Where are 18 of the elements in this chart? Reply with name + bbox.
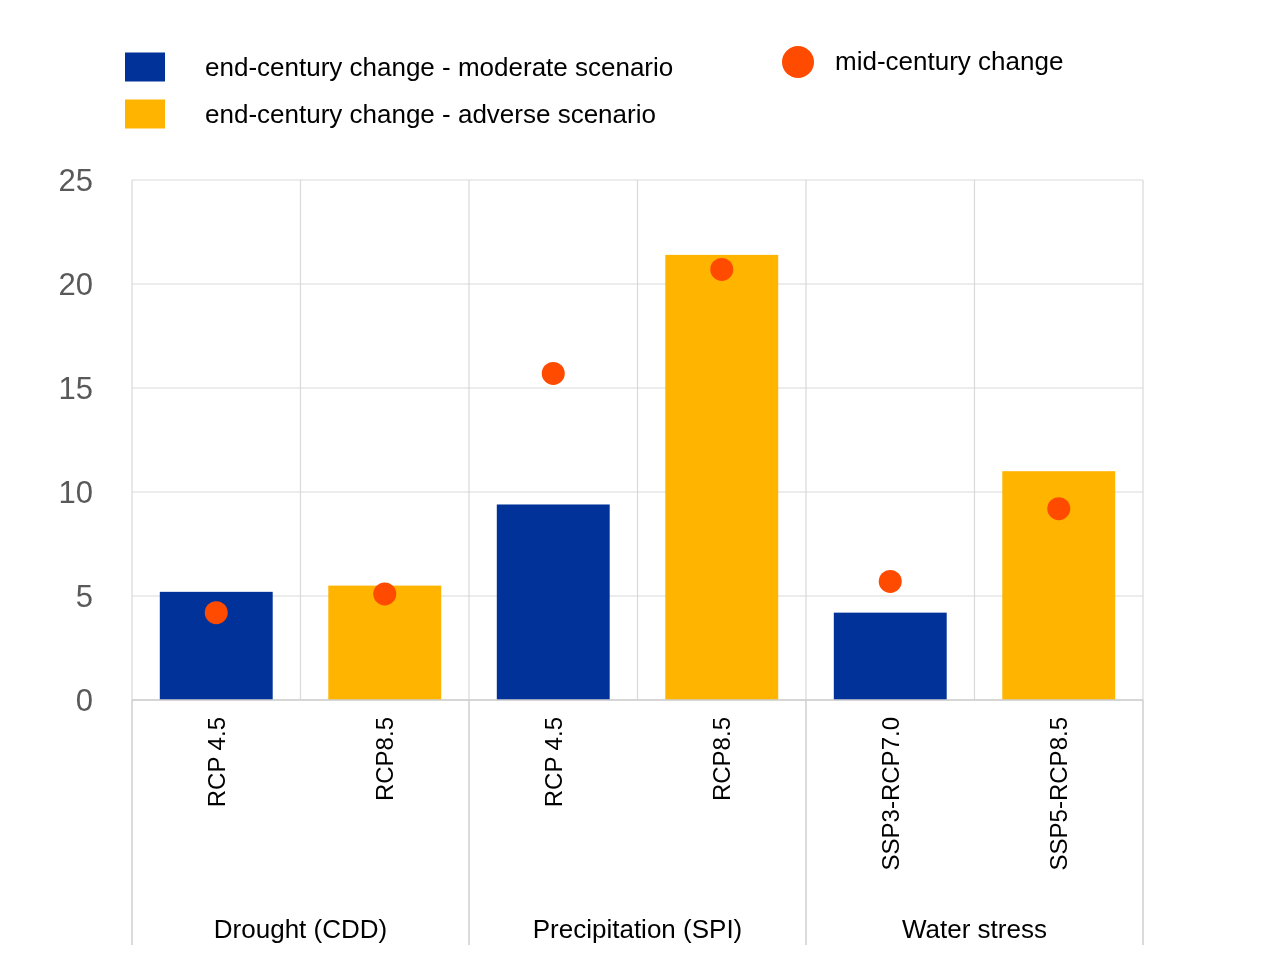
y-tick-label: 10 bbox=[58, 474, 93, 510]
x-tick-label: RCP 4.5 bbox=[539, 717, 567, 808]
y-tick-label: 5 bbox=[75, 578, 93, 614]
text: Drought (CDD) bbox=[213, 914, 388, 944]
x-tick-label: RCP8.5 bbox=[371, 717, 399, 802]
legend-label: mid-century change bbox=[835, 46, 1064, 76]
y-tick-label: 20 bbox=[58, 266, 93, 302]
legend-label: end-century change - adverse scenario bbox=[205, 99, 656, 129]
y-tick-label: 0 bbox=[75, 682, 93, 718]
y-tick-label: 25 bbox=[58, 162, 93, 198]
y-tick-label: 15 bbox=[58, 370, 93, 406]
text: Precipitation (SPI) bbox=[532, 914, 743, 944]
x-tick-label: SSP3-RCP7.0 bbox=[876, 717, 904, 871]
x-tick-label: SSP5-RCP8.5 bbox=[1045, 717, 1073, 871]
legend-label: end-century change - moderate scenario bbox=[205, 52, 674, 82]
text: Water stress bbox=[902, 914, 1047, 944]
x-tick-label: RCP 4.5 bbox=[202, 717, 230, 808]
x-tick-label: RCP8.5 bbox=[708, 717, 736, 802]
